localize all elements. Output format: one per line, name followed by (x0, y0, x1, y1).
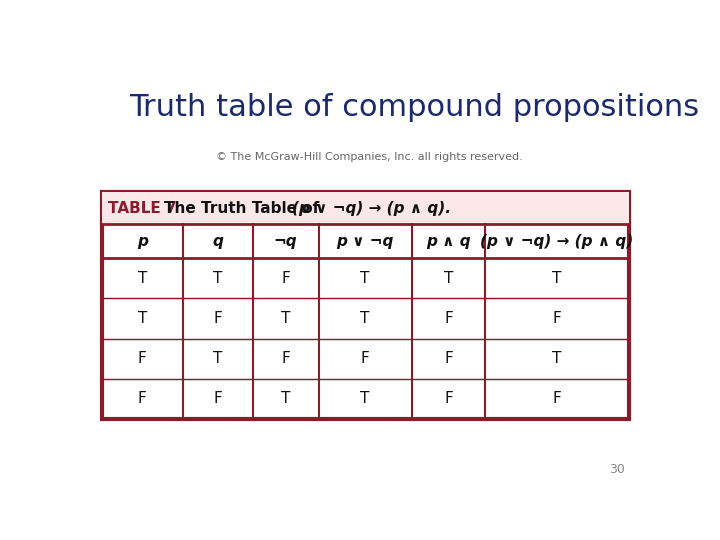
Text: F: F (444, 392, 453, 407)
Text: T: T (361, 392, 370, 407)
Text: T: T (281, 392, 290, 407)
Text: TABLE 7: TABLE 7 (108, 200, 176, 215)
Text: T: T (361, 311, 370, 326)
Text: F: F (361, 351, 369, 366)
Text: (p ∨ ¬q) → (p ∧ q).: (p ∨ ¬q) → (p ∧ q). (292, 200, 451, 215)
Text: p ∧ q: p ∧ q (426, 234, 471, 248)
Text: F: F (444, 311, 453, 326)
Text: F: F (552, 392, 562, 407)
Text: T: T (552, 351, 562, 366)
Text: p ∨ ¬q: p ∨ ¬q (336, 234, 394, 248)
Text: F: F (138, 392, 147, 407)
Text: The Truth Table of: The Truth Table of (163, 200, 324, 215)
Text: F: F (444, 351, 453, 366)
Text: p: p (137, 234, 148, 248)
Text: T: T (213, 271, 222, 286)
Text: T: T (213, 351, 222, 366)
Text: Truth table of compound propositions: Truth table of compound propositions (129, 93, 699, 122)
Bar (102, 192, 629, 224)
Text: (p ∨ ¬q) → (p ∧ q): (p ∨ ¬q) → (p ∧ q) (480, 234, 634, 248)
Text: F: F (214, 392, 222, 407)
Text: F: F (282, 351, 290, 366)
Text: T: T (444, 271, 453, 286)
Text: F: F (282, 271, 290, 286)
Text: 30: 30 (609, 463, 625, 476)
Text: T: T (138, 271, 147, 286)
Text: F: F (552, 311, 562, 326)
Text: © The McGraw-Hill Companies, Inc. all rights reserved.: © The McGraw-Hill Companies, Inc. all ri… (215, 152, 523, 162)
Text: F: F (214, 311, 222, 326)
Text: T: T (361, 271, 370, 286)
Text: q: q (212, 234, 223, 248)
Text: T: T (552, 271, 562, 286)
Text: T: T (138, 311, 147, 326)
Text: ¬q: ¬q (274, 234, 297, 248)
Text: T: T (281, 311, 290, 326)
Text: F: F (138, 351, 147, 366)
